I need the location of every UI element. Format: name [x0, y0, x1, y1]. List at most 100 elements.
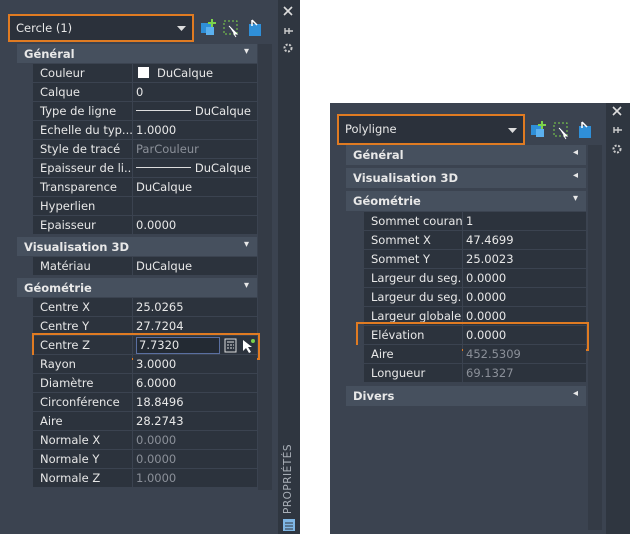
property-value: DuCalque	[132, 159, 257, 178]
property-row[interactable]: Style de tracé ParCouleur	[17, 140, 257, 159]
property-value: DuCalque	[133, 64, 257, 83]
row-gutter	[346, 326, 364, 345]
property-name: Sommet courant	[364, 212, 462, 231]
section-title: Visualisation 3D	[353, 171, 458, 185]
value-text: 0.0000	[466, 328, 507, 342]
property-name: Transparence	[33, 178, 132, 197]
section-header[interactable]: Général ◂	[346, 145, 586, 165]
row-gutter	[17, 469, 33, 488]
property-row[interactable]: Transparence DuCalque	[17, 178, 257, 197]
property-row[interactable]: Epaisseur de li... DuCalque	[17, 159, 257, 178]
toolbar-icons[interactable]	[530, 120, 596, 140]
property-name: Longueur	[364, 364, 462, 383]
property-row[interactable]: Sommet courant 1	[346, 212, 586, 231]
property-row[interactable]: Normale Z 1.0000	[17, 469, 257, 488]
property-row[interactable]: Matériau DuCalque	[17, 257, 257, 276]
row-gutter	[17, 159, 33, 178]
property-row[interactable]: Rayon 3.0000	[17, 355, 257, 374]
property-row[interactable]: Hyperlien	[17, 197, 257, 216]
row-gutter	[17, 374, 33, 393]
value-text: 18.8496	[136, 395, 184, 409]
property-name: Largeur du seg...	[364, 269, 462, 288]
property-value: 27.7204	[133, 317, 257, 336]
property-row[interactable]: Aire 28.2743	[17, 412, 257, 431]
property-row[interactable]: Couleur DuCalque	[17, 64, 257, 83]
property-row[interactable]: Echelle du typ... 1.0000	[17, 121, 257, 140]
value-text: 1	[466, 214, 474, 228]
property-row[interactable]: Largeur du seg... 0.0000	[346, 288, 586, 307]
section-header[interactable]: Général ▾	[17, 44, 257, 63]
value-text: 47.4699	[466, 233, 514, 247]
collapse-arrow: ▾	[243, 280, 249, 291]
value-text: 0.0000	[136, 452, 177, 466]
section-header[interactable]: Visualisation 3D ▾	[17, 237, 257, 256]
value-text: 28.2743	[136, 414, 184, 428]
row-gutter	[17, 102, 33, 121]
toolbar-icons[interactable]	[200, 18, 266, 38]
row-gutter	[346, 212, 364, 231]
property-row[interactable]: Circonférence 18.8496	[17, 393, 257, 412]
property-value: 0.0000	[133, 450, 257, 469]
row-gutter	[17, 140, 33, 159]
section-header[interactable]: Géométrie ▾	[17, 278, 257, 297]
property-row[interactable]: Type de ligne DuCalque	[17, 102, 257, 121]
object-selector[interactable]: Cercle (1)	[8, 14, 194, 42]
row-gutter	[17, 393, 33, 412]
object-selector[interactable]: Polyligne	[337, 114, 525, 145]
collapse-arrow: ◂	[572, 170, 578, 181]
property-value: 1.0000	[133, 469, 257, 488]
scrollbar[interactable]	[588, 145, 602, 530]
value-text: DuCalque	[194, 161, 251, 175]
property-value: 6.0000	[133, 374, 257, 393]
property-row[interactable]: Calque 0	[17, 83, 257, 102]
property-row[interactable]: Sommet X 47.4699	[346, 231, 586, 250]
property-name: Type de ligne	[33, 102, 132, 121]
property-name: Epaisseur de li...	[33, 159, 132, 178]
property-value: 47.4699	[463, 231, 586, 250]
property-row[interactable]: Sommet Y 25.0023	[346, 250, 586, 269]
property-row[interactable]: Centre Z 7.7320	[17, 333, 260, 360]
property-value: 18.8496	[133, 393, 257, 412]
value-text: 3.0000	[136, 357, 177, 371]
side-strip: PROPRIÉTÉS	[278, 0, 300, 534]
collapse-arrow: ◂	[572, 388, 578, 399]
property-row[interactable]: Centre X 25.0265	[17, 298, 257, 317]
section-title: Géométrie	[353, 194, 421, 208]
row-gutter	[17, 450, 33, 469]
scrollbar[interactable]	[258, 44, 272, 490]
property-row[interactable]: Largeur globale 0.0000	[346, 307, 586, 326]
value-text: DuCalque	[157, 66, 214, 80]
property-value: 7.7320	[133, 336, 257, 355]
section-title: Géométrie	[24, 281, 92, 295]
property-row[interactable]: Normale Y 0.0000	[17, 450, 257, 469]
value-text: 0.0000	[136, 218, 177, 232]
strip-icons[interactable]	[606, 103, 628, 163]
property-name: Calque	[33, 83, 132, 102]
row-gutter	[346, 231, 364, 250]
section-header[interactable]: Visualisation 3D ◂	[346, 168, 586, 188]
property-row[interactable]: Aire 452.5309	[346, 345, 586, 364]
property-name: Rayon	[33, 355, 132, 374]
section-header[interactable]: Divers ◂	[346, 386, 586, 406]
property-row[interactable]: Longueur 69.1327	[346, 364, 586, 383]
property-row[interactable]: Epaisseur 0.0000	[17, 216, 257, 235]
value-text: DuCalque	[136, 180, 193, 194]
property-row[interactable]: Diamètre 6.0000	[17, 374, 257, 393]
collapse-arrow: ◂	[572, 147, 578, 158]
value-text: DuCalque	[136, 259, 193, 273]
property-row[interactable]: Largeur du seg... 0.0000	[346, 269, 586, 288]
property-row[interactable]: Centre Y 27.7204	[17, 317, 257, 336]
property-row[interactable]: Normale X 0.0000	[17, 431, 257, 450]
property-name: Normale Z	[33, 469, 132, 488]
property-name: Circonférence	[33, 393, 132, 412]
strip-icons[interactable]	[278, 0, 300, 60]
row-gutter	[346, 288, 364, 307]
property-name: Diamètre	[33, 374, 132, 393]
property-row[interactable]: Elévation 0.0000	[346, 322, 589, 351]
row-gutter	[17, 412, 33, 431]
property-value: 0.0000	[133, 431, 257, 450]
side-strip	[606, 103, 630, 534]
input-tools[interactable]	[223, 337, 257, 354]
section-header[interactable]: Géométrie ▾	[346, 191, 586, 211]
palette-icon[interactable]	[282, 518, 296, 532]
